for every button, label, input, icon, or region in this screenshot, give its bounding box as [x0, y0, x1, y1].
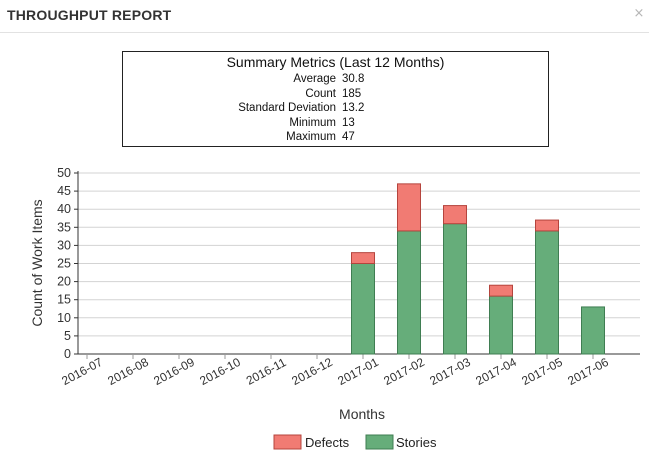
chart-legend: Defects Stories: [273, 434, 437, 450]
y-tick-label: 0: [64, 347, 71, 361]
x-tick-label: 2017-02: [381, 355, 427, 388]
metric-label: Maximum: [286, 131, 336, 143]
bar-stories-2017-05[interactable]: [535, 230, 559, 355]
y-tick-label: 25: [57, 257, 71, 271]
x-tick-label: 2017-04: [473, 355, 519, 388]
y-tick-label: 45: [57, 184, 71, 198]
bar-defects-2017-02[interactable]: [397, 183, 421, 232]
bar-defects-2017-01[interactable]: [351, 252, 375, 264]
bar-defects-2017-03[interactable]: [443, 205, 467, 225]
x-tick-label: 2017-05: [519, 355, 565, 388]
metric-row-minimum: Minimum 13: [123, 116, 548, 131]
x-tick-label: 2017-01: [335, 355, 381, 388]
legend-label: Defects: [305, 435, 350, 450]
x-tick-label: 2016-11: [244, 355, 289, 388]
y-tick-label: 50: [57, 166, 71, 180]
x-tick-label: 2016-09: [151, 355, 197, 388]
x-tick-label: 2017-03: [427, 355, 473, 388]
metric-value: 30.8: [342, 73, 365, 85]
summary-metrics-box: Summary Metrics (Last 12 Months) Average…: [122, 51, 549, 147]
metric-label: Count: [305, 87, 336, 100]
metric-row-std-dev: Standard Deviation 13.2: [123, 101, 548, 116]
report-header: THROUGHPUT REPORT ×: [0, 0, 649, 33]
metric-label: Minimum: [289, 116, 336, 129]
metric-row-average: Average 30.8: [123, 72, 548, 87]
y-tick-label: 5: [64, 329, 71, 343]
report-title: THROUGHPUT REPORT: [7, 7, 172, 23]
legend-label: Stories: [396, 435, 437, 450]
metric-row-count: Count 185: [123, 87, 548, 102]
legend-swatch: [365, 434, 394, 450]
y-tick-label: 30: [57, 238, 71, 252]
y-axis-title: Count of Work Items: [29, 199, 45, 326]
metric-row-maximum: Maximum 47: [123, 130, 548, 145]
bar-defects-2017-05[interactable]: [535, 219, 559, 232]
legend-item-stories[interactable]: Stories: [365, 434, 437, 450]
x-tick-label: 2016-08: [105, 355, 151, 388]
legend-item-defects[interactable]: Defects: [273, 434, 350, 450]
legend-swatch: [273, 434, 302, 450]
metrics-list: Average 30.8 Count 185 Standard Deviation 1…: [123, 72, 548, 145]
metric-value: 47: [342, 131, 355, 143]
x-tick-label: 2016-10: [197, 355, 243, 388]
y-tick-label: 35: [57, 220, 71, 234]
bar-stories-2017-03[interactable]: [443, 223, 467, 355]
y-tick-label: 15: [57, 293, 71, 307]
metric-value: 185: [342, 87, 362, 100]
chart-bars: [351, 183, 605, 355]
metric-value: 13: [342, 116, 355, 129]
bar-stories-2017-02[interactable]: [397, 230, 421, 355]
summary-title: Summary Metrics (Last 12 Months): [226, 54, 445, 70]
bar-stories-2017-01[interactable]: [351, 263, 375, 355]
x-tick-label: 2017-06: [565, 355, 611, 388]
y-tick-label: 40: [57, 202, 71, 216]
metric-value: 13.2: [342, 102, 365, 114]
close-icon[interactable]: ×: [633, 6, 645, 21]
metric-label: Average: [293, 73, 336, 85]
y-tick-label: 10: [57, 311, 71, 325]
x-axis-title: Months: [339, 406, 385, 422]
bar-defects-2017-04[interactable]: [489, 284, 513, 297]
metric-label: Standard Deviation: [238, 102, 336, 114]
bar-stories-2017-04[interactable]: [489, 295, 513, 355]
bar-stories-2017-06[interactable]: [581, 306, 605, 355]
x-tick-label: 2016-12: [289, 355, 335, 388]
y-tick-label: 20: [57, 275, 71, 289]
